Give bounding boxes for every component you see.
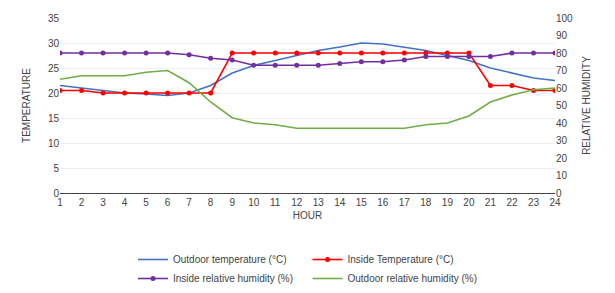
svg-text:15: 15: [48, 113, 60, 124]
svg-text:19: 19: [442, 197, 454, 208]
svg-text:7: 7: [186, 197, 192, 208]
svg-text:15: 15: [356, 197, 368, 208]
svg-text:50: 50: [556, 100, 568, 111]
svg-text:12: 12: [291, 197, 303, 208]
svg-text:8: 8: [208, 197, 214, 208]
svg-text:10: 10: [48, 138, 60, 149]
svg-text:90: 90: [556, 30, 568, 41]
svg-text:10: 10: [248, 197, 260, 208]
svg-text:Outdoor temperature (°C): Outdoor temperature (°C): [173, 254, 287, 265]
svg-text:17: 17: [399, 197, 411, 208]
svg-text:0: 0: [53, 188, 59, 199]
svg-text:60: 60: [556, 83, 568, 94]
svg-text:RELATIVE HUMIDITY: RELATIVE HUMIDITY: [581, 56, 592, 155]
svg-text:24: 24: [549, 197, 561, 208]
svg-text:13: 13: [313, 197, 325, 208]
svg-text:20: 20: [463, 197, 475, 208]
svg-text:14: 14: [334, 197, 346, 208]
svg-text:Inside Temperature (°C): Inside Temperature (°C): [348, 254, 454, 265]
svg-text:5: 5: [143, 197, 149, 208]
svg-text:30: 30: [556, 135, 568, 146]
svg-text:23: 23: [528, 197, 540, 208]
svg-text:4: 4: [122, 197, 128, 208]
svg-text:18: 18: [420, 197, 432, 208]
svg-text:20: 20: [48, 88, 60, 99]
svg-text:35: 35: [48, 13, 60, 24]
svg-text:80: 80: [556, 48, 568, 59]
svg-text:HOUR: HOUR: [293, 210, 322, 221]
svg-text:20: 20: [556, 153, 568, 164]
svg-text:0: 0: [556, 188, 562, 199]
svg-text:100: 100: [556, 13, 573, 24]
svg-text:1: 1: [57, 197, 63, 208]
svg-text:Outdoor relative humidity (%): Outdoor relative humidity (%): [348, 273, 478, 284]
svg-text:3: 3: [100, 197, 106, 208]
svg-text:TEMPERATURE: TEMPERATURE: [21, 68, 32, 143]
svg-text:9: 9: [229, 197, 235, 208]
svg-text:6: 6: [165, 197, 171, 208]
svg-text:11: 11: [270, 197, 281, 208]
svg-text:Inside relative humidity (%): Inside relative humidity (%): [173, 273, 293, 284]
svg-text:16: 16: [377, 197, 389, 208]
svg-text:2: 2: [79, 197, 85, 208]
svg-text:70: 70: [556, 65, 568, 76]
svg-text:10: 10: [556, 170, 568, 181]
svg-text:5: 5: [53, 163, 59, 174]
svg-text:40: 40: [556, 118, 568, 129]
svg-text:22: 22: [506, 197, 518, 208]
svg-text:30: 30: [48, 38, 60, 49]
svg-text:25: 25: [48, 63, 60, 74]
svg-text:21: 21: [485, 197, 497, 208]
